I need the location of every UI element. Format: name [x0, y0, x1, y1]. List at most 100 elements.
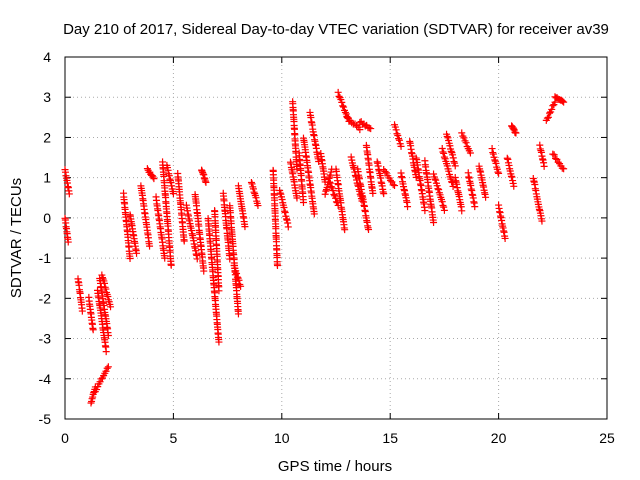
data-point — [103, 364, 111, 372]
data-point — [350, 164, 358, 172]
data-point — [393, 130, 401, 138]
data-point — [435, 186, 443, 194]
data-point — [380, 190, 388, 198]
data-point — [343, 112, 351, 120]
data-point — [492, 159, 500, 167]
data-point — [488, 145, 496, 153]
data-point — [65, 190, 73, 198]
data-point — [284, 223, 292, 231]
data-point — [237, 282, 245, 290]
data-point — [278, 195, 286, 203]
data-point — [440, 203, 448, 211]
data-point — [329, 187, 337, 195]
data-point — [560, 98, 568, 106]
data-point — [404, 203, 412, 211]
data-point — [459, 132, 467, 140]
data-point — [104, 331, 112, 339]
data-point — [412, 173, 420, 181]
data-point — [434, 185, 442, 193]
y-tick-label: -4 — [39, 371, 52, 387]
data-point — [126, 255, 134, 263]
data-point — [102, 367, 110, 375]
data-point — [392, 126, 400, 134]
data-point — [471, 203, 479, 211]
data-point — [202, 178, 210, 186]
data-point — [104, 363, 112, 371]
data-point — [254, 202, 262, 210]
data-point — [389, 181, 397, 189]
data-point — [552, 155, 560, 163]
data-point — [543, 114, 551, 122]
data-point — [395, 136, 403, 144]
data-point — [356, 126, 364, 134]
x-tick-label: 10 — [274, 430, 290, 446]
data-point — [458, 207, 466, 215]
data-point — [252, 194, 260, 202]
data-point — [482, 193, 490, 201]
data-point — [386, 177, 394, 185]
data-point — [332, 198, 340, 206]
data-point — [325, 178, 333, 186]
data-point — [438, 145, 446, 153]
data-point — [233, 270, 241, 278]
data-point — [250, 188, 258, 196]
y-tick-label: -5 — [39, 411, 52, 427]
data-point — [440, 206, 448, 214]
data-point — [549, 102, 557, 110]
data-point — [284, 219, 292, 227]
data-point — [169, 190, 177, 198]
data-point — [432, 176, 440, 184]
data-point — [449, 154, 457, 162]
data-point — [102, 348, 110, 356]
y-tick-label: 2 — [43, 129, 51, 145]
data-point — [249, 185, 257, 193]
data-point — [215, 338, 223, 346]
data-point — [348, 119, 356, 127]
data-point — [449, 151, 457, 159]
data-point — [365, 124, 373, 132]
data-point — [326, 171, 334, 179]
data-point — [494, 168, 502, 176]
data-point — [104, 293, 112, 300]
data-point — [546, 109, 554, 117]
data-point — [101, 283, 109, 291]
x-tick-label: 5 — [170, 430, 178, 446]
data-point — [167, 261, 175, 269]
plot-area: 0 5 10 15 20 25 -5 -4 -3 -2 -1 0 1 2 3 4 — [39, 49, 615, 446]
x-tick-label: 25 — [599, 430, 615, 446]
data-point — [510, 182, 518, 190]
data-point — [445, 167, 453, 175]
data-point — [449, 182, 457, 190]
data-point — [235, 276, 243, 284]
data-point — [64, 238, 72, 246]
data-point — [149, 173, 157, 181]
data-point — [438, 198, 446, 206]
data-point — [450, 158, 458, 166]
data-point — [394, 132, 402, 140]
data-point — [146, 242, 154, 250]
data-point — [501, 234, 509, 242]
y-tick-label: 4 — [43, 49, 51, 65]
data-point — [334, 88, 342, 96]
data-point — [234, 310, 242, 318]
y-tick-label: 3 — [43, 89, 51, 105]
plot-border — [64, 56, 608, 420]
data-point — [330, 191, 338, 199]
axis-ticks — [64, 56, 608, 420]
x-axis-label: GPS time / hours — [278, 458, 392, 475]
data-point — [322, 187, 330, 195]
grid — [65, 57, 607, 419]
data-point — [462, 139, 470, 147]
data-point — [495, 169, 503, 177]
data-point — [544, 113, 552, 121]
data-point — [281, 207, 289, 215]
y-tick-label: 1 — [43, 170, 51, 186]
data-points — [61, 88, 568, 407]
data-point — [489, 150, 497, 158]
data-point — [107, 303, 115, 311]
data-point — [161, 254, 169, 262]
data-point — [341, 108, 349, 116]
data-point — [273, 262, 281, 270]
data-point — [550, 151, 558, 159]
